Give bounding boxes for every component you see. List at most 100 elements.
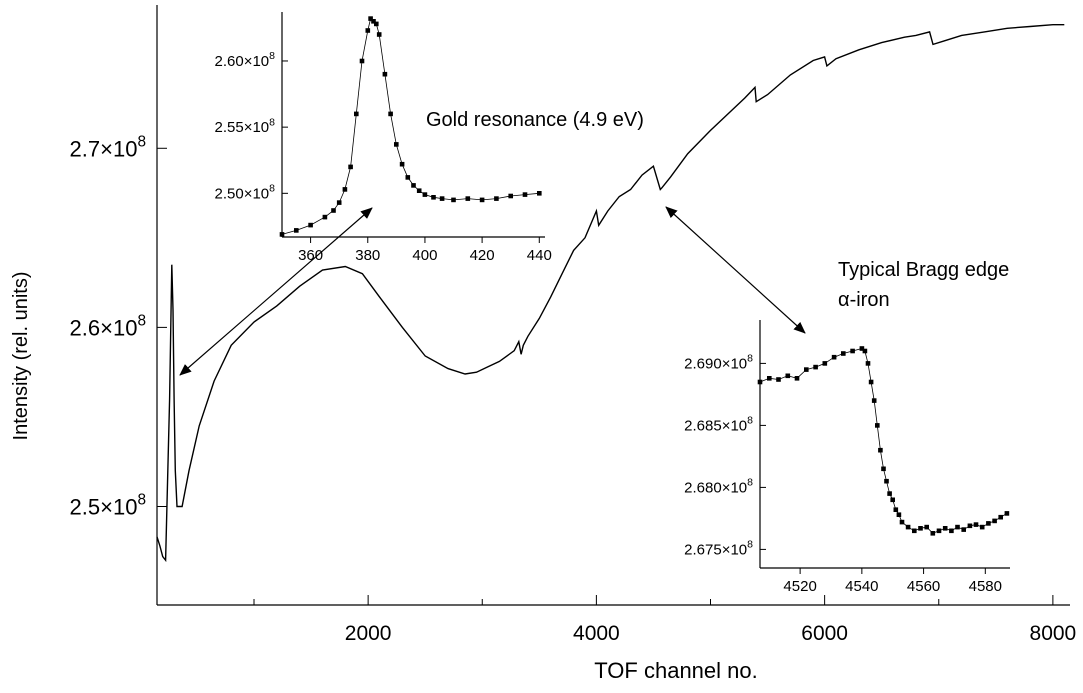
inset1-y-tick-label-1: 2.55×108 xyxy=(215,116,276,136)
inset1-point-18 xyxy=(399,161,405,167)
gold-resonance-inset: 360 380 400 420 440 2.50×108 2.55×108 2.60×108 xyxy=(215,12,552,264)
inset1-point-20 xyxy=(411,183,416,188)
inset2-point-35 xyxy=(967,523,973,529)
inset1-point-30 xyxy=(522,192,528,197)
inset2-point-4 xyxy=(794,376,800,381)
main-y-tick-label-2: 2.7×108 xyxy=(70,133,146,161)
inset2-x-tick-label-2: 4560 xyxy=(907,578,940,595)
main-y-tick-label-1: 2.6×108 xyxy=(70,312,146,340)
inset1-point-17 xyxy=(394,142,399,147)
inset2-point-30 xyxy=(936,528,942,534)
inset1-point-21 xyxy=(416,188,422,193)
inset2-point-6 xyxy=(813,364,818,370)
inset2-point-13 xyxy=(865,361,871,366)
inset1-point-13 xyxy=(374,21,379,27)
inset1-y-tick-label-0: 2.50×108 xyxy=(215,183,276,203)
inset2-point-14 xyxy=(868,379,874,385)
inset2-point-25 xyxy=(905,524,911,530)
inset2-point-17 xyxy=(878,447,883,453)
inset1-point-23 xyxy=(431,195,436,200)
inset1-point-5 xyxy=(336,200,342,205)
inset2-point-26 xyxy=(912,528,917,534)
inset1-point-26 xyxy=(465,196,471,201)
inset1-point-11 xyxy=(368,16,373,21)
inset2-point-16 xyxy=(875,423,880,428)
gold-resonance-label: Gold resonance (4.9 eV) xyxy=(426,109,644,131)
inset2-point-34 xyxy=(961,527,966,532)
inset1-y-tick-label-2: 2.60×108 xyxy=(215,50,276,70)
inset1-point-31 xyxy=(537,191,542,196)
inset1-point-10 xyxy=(365,28,371,33)
main-x-tick-label-2: 6000 xyxy=(801,622,848,645)
main-y-tick-label-0: 2.5×108 xyxy=(70,492,146,520)
main-x-tick-label-3: 8000 xyxy=(1030,622,1077,645)
inset2-point-40 xyxy=(998,514,1003,520)
inset1-x-ticks: 360 380 400 420 440 xyxy=(298,237,552,264)
inset2-points xyxy=(757,346,1010,536)
inset2-point-18 xyxy=(881,466,886,472)
inset2-point-28 xyxy=(924,524,929,530)
bragg-edge-inset: 4520 4540 4560 4580 2.675×108 2.680×108 2.685… xyxy=(684,320,1010,595)
inset1-point-22 xyxy=(422,192,428,197)
inset2-point-15 xyxy=(871,398,877,403)
main-axes: 2000 4000 6000 8000 2.5×108 2.6×108 2.7×108 xyxy=(70,5,1077,645)
inset1-point-8 xyxy=(354,111,359,117)
inset2-y-tick-label-0: 2.675×108 xyxy=(684,539,753,559)
inset2-point-29 xyxy=(930,531,936,536)
inset2-point-9 xyxy=(841,351,846,356)
inset2-point-24 xyxy=(899,519,905,525)
inset2-point-2 xyxy=(776,377,781,382)
inset2-point-23 xyxy=(896,512,902,517)
main-series-line xyxy=(156,24,1065,563)
inset2-y-tick-label-1: 2.680×108 xyxy=(684,477,753,497)
inset2-point-41 xyxy=(1004,511,1010,516)
inset1-y-ticks: 2.50×108 2.55×108 2.60×108 xyxy=(215,50,288,202)
inset1-point-29 xyxy=(508,193,513,199)
inset1-point-16 xyxy=(388,111,393,117)
inset2-point-21 xyxy=(890,497,895,503)
inset1-point-2 xyxy=(308,222,313,228)
inset1-point-19 xyxy=(405,175,411,180)
alpha-iron-label: α-iron xyxy=(838,289,890,311)
y-axis-label: Intensity (rel. units) xyxy=(10,272,32,441)
inset2-x-tick-label-3: 4580 xyxy=(969,578,1002,595)
inset2-point-22 xyxy=(893,507,899,512)
inset1-point-9 xyxy=(359,58,365,64)
inset2-point-19 xyxy=(884,478,889,484)
inset2-point-39 xyxy=(992,518,997,524)
inset1-point-6 xyxy=(342,187,348,192)
inset1-point-14 xyxy=(376,32,382,37)
inset2-point-27 xyxy=(918,526,923,531)
inset2-point-1 xyxy=(767,376,772,381)
inset2-point-5 xyxy=(804,367,809,372)
inset1-point-12 xyxy=(371,19,376,24)
inset1-points xyxy=(279,16,542,237)
inset2-point-0 xyxy=(757,379,763,385)
inset2-point-20 xyxy=(887,491,892,496)
inset2-point-36 xyxy=(973,522,979,527)
main-x-tick-label-1: 4000 xyxy=(573,622,620,645)
inset2-point-12 xyxy=(862,348,868,354)
inset2-point-8 xyxy=(831,354,837,360)
inset2-point-38 xyxy=(986,521,991,526)
x-axis-label: TOF channel no. xyxy=(594,658,757,683)
inset2-point-37 xyxy=(979,524,985,530)
bragg-edge-label: Typical Bragg edge xyxy=(838,259,1009,281)
inset1-point-27 xyxy=(479,197,485,203)
inset1-x-tick-label-2: 400 xyxy=(412,247,437,264)
inset2-point-3 xyxy=(785,373,791,379)
inset1-point-4 xyxy=(331,208,336,213)
main-x-ticks: 2000 4000 6000 8000 xyxy=(253,595,1077,645)
inset2-point-32 xyxy=(949,528,954,534)
inset1-point-3 xyxy=(322,214,328,220)
inset1-point-0 xyxy=(279,232,285,237)
inset1-point-1 xyxy=(294,228,299,233)
inset2-y-tick-label-2: 2.685×108 xyxy=(684,415,753,435)
main-y-ticks: 2.5×108 2.6×108 2.7×108 xyxy=(70,133,167,519)
inset2-y-ticks: 2.675×108 2.680×108 2.685×108 2.690×108 xyxy=(684,353,766,559)
inset2-point-11 xyxy=(859,346,865,351)
inset1-point-7 xyxy=(348,164,353,170)
main-x-tick-label-0: 2000 xyxy=(345,622,392,645)
inset1-point-15 xyxy=(382,71,388,77)
